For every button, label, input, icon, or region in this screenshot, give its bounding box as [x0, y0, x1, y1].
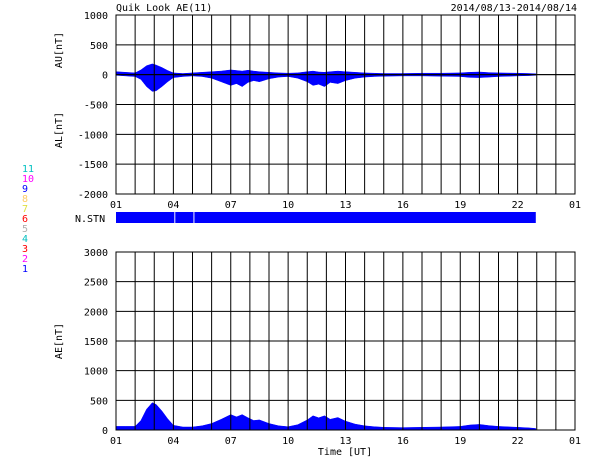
station-legend-item: 7 — [22, 204, 28, 215]
lower-x-tick-labels: 01 04 07 10 13 16 19 22 01 — [110, 436, 581, 447]
y-tick-label: -500 — [84, 101, 108, 112]
x-tick-label: 01 — [569, 436, 581, 447]
lower-y-tick-labels: 3000 2500 2000 1500 1000 500 0 — [84, 248, 108, 437]
y-tick-label: -1500 — [78, 160, 108, 171]
y-tick-label: 3000 — [84, 248, 108, 259]
y-tick-label: 2500 — [84, 278, 108, 289]
lower-grid — [115, 251, 576, 431]
x-tick-label: 13 — [339, 200, 351, 211]
panel-frame — [115, 251, 576, 431]
y-tick-label: 0 — [102, 426, 108, 437]
au-area — [115, 63, 537, 75]
nstn-bar-segment — [175, 212, 194, 223]
x-tick-label: 19 — [454, 200, 466, 211]
station-legend-item: 3 — [22, 244, 28, 255]
nstn-bar-segment — [194, 212, 536, 223]
x-tick-label: 13 — [339, 436, 351, 447]
nstn-panel: N.STN — [75, 212, 536, 225]
station-legend-item: 1 — [22, 264, 28, 275]
station-legend-item: 6 — [22, 214, 28, 225]
y-tick-label: 1000 — [84, 11, 108, 22]
x-tick-label: 04 — [167, 436, 179, 447]
x-tick-label: 10 — [282, 200, 294, 211]
y-tick-label: 500 — [90, 41, 108, 52]
x-tick-label: 01 — [110, 436, 122, 447]
x-tick-label: 16 — [397, 436, 409, 447]
x-tick-label: 07 — [225, 436, 237, 447]
y-tick-label: 1500 — [84, 337, 108, 348]
nstn-label: N.STN — [75, 214, 105, 225]
station-legend-item: 11 — [22, 164, 34, 175]
station-legend-item: 4 — [22, 234, 28, 245]
al-axis-label: AL[nT] — [54, 112, 65, 148]
upper-grid — [115, 14, 576, 195]
nstn-bars — [116, 212, 536, 223]
au-axis-label: AU[nT] — [54, 32, 65, 68]
y-tick-label: 1000 — [84, 367, 108, 378]
y-tick-label: -2000 — [78, 190, 108, 201]
x-tick-label: 01 — [569, 200, 581, 211]
upper-y-tick-labels: 1000 500 0 -500 -1000 -1500 -2000 — [78, 11, 108, 201]
station-legend-item: 10 — [22, 174, 34, 185]
y-tick-label: 0 — [102, 71, 108, 82]
panel-frame — [115, 14, 576, 195]
station-legend-item: 8 — [22, 194, 28, 205]
x-tick-label: 16 — [397, 200, 409, 211]
y-tick-label: 2000 — [84, 307, 108, 318]
ae-panel: 3000 2500 2000 1500 1000 500 0 01 04 07 10 13 16 19 2… — [54, 248, 581, 458]
x-axis-label: Time [UT] — [318, 447, 372, 458]
x-tick-label: 01 — [110, 200, 122, 211]
x-tick-label: 10 — [282, 436, 294, 447]
x-tick-label: 22 — [512, 200, 524, 211]
y-tick-label: -1000 — [78, 130, 108, 141]
chart-title: Quik Look AE(11) — [116, 3, 212, 14]
x-tick-label: 07 — [225, 200, 237, 211]
station-legend-item: 2 — [22, 254, 28, 265]
date-range: 2014/08/13-2014/08/14 — [451, 3, 577, 14]
x-tick-label: 22 — [512, 436, 524, 447]
y-tick-label: 500 — [90, 396, 108, 407]
ae-axis-label: AE[nT] — [54, 323, 65, 359]
upper-x-tick-labels: 01 04 07 10 13 16 19 22 01 — [110, 200, 581, 211]
x-tick-label: 04 — [167, 200, 179, 211]
nstn-bar-segment — [116, 212, 175, 223]
au-al-panel: 1000 500 0 -500 -1000 -1500 -2000 01 04 07 10 13 16… — [54, 11, 581, 211]
ae-fill — [115, 402, 537, 431]
station-legend-item: 9 — [22, 184, 28, 195]
station-legend-item: 5 — [22, 224, 28, 235]
x-tick-label: 19 — [454, 436, 466, 447]
ae-area — [115, 402, 537, 431]
